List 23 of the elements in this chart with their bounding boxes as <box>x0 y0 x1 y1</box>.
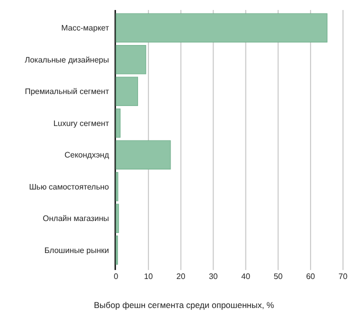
bar <box>116 76 138 106</box>
bar <box>116 140 171 170</box>
y-tick-label: Онлайн магазины <box>42 214 110 224</box>
x-tick-label: 20 <box>176 272 186 281</box>
bar <box>116 204 119 233</box>
x-tick-label: 60 <box>306 272 316 281</box>
y-tick-label: Шью самостоятельно <box>29 182 110 192</box>
x-tick-label: 70 <box>338 272 348 281</box>
x-tick-label: 10 <box>144 272 154 281</box>
bar <box>116 45 146 74</box>
y-tick-label: Премиальный сегмент <box>24 87 110 96</box>
y-tick-label: Масс-маркет <box>61 24 110 33</box>
bar <box>116 108 121 138</box>
y-tick-label: Секондхэнд <box>64 150 110 160</box>
bar <box>116 13 328 42</box>
text: Выбор фешн сегмента среди опрошенных, % <box>94 300 275 310</box>
x-tick-label: 30 <box>208 272 218 281</box>
x-tick-label: 0 <box>114 272 119 281</box>
y-tick-label: Luxury сегмент <box>53 118 110 128</box>
x-tick-label: 40 <box>241 272 251 281</box>
y-tick-label: Блошиные рынки <box>44 246 109 255</box>
y-tick-label: Локальные дизайнеры <box>24 55 110 64</box>
x-tick-label: 50 <box>274 272 284 281</box>
